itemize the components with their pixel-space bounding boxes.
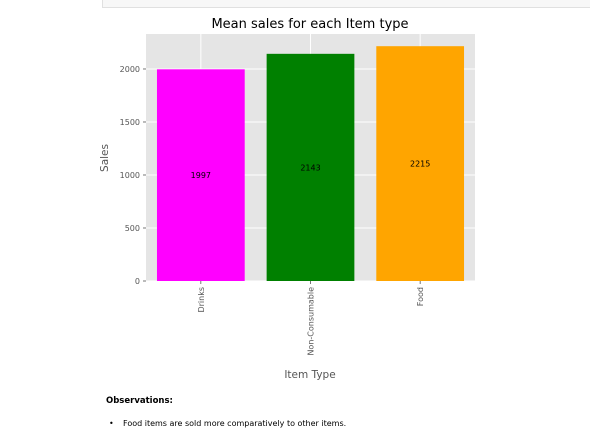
y-tick-label: 1000	[120, 171, 140, 180]
bullet-icon: •	[109, 419, 114, 428]
data-label: 1997	[191, 171, 211, 180]
data-label: 2143	[300, 163, 320, 172]
observation-item: • Food items are sold more comparatively…	[106, 419, 346, 428]
x-tick-label: Food	[416, 287, 425, 306]
bar-food	[376, 46, 465, 282]
y-tick-label: 1500	[120, 118, 140, 127]
y-tick-label: 0	[135, 277, 140, 286]
data-label: 2215	[410, 160, 430, 169]
x-tick-label: Drinks	[197, 287, 206, 313]
observation-text: Food items are sold more comparatively t…	[123, 419, 347, 428]
y-axis-label: Sales	[99, 144, 111, 172]
bar-drinks	[156, 69, 245, 281]
x-axis-label: Item Type	[284, 369, 335, 381]
x-tick-label: Non-Consumable	[307, 287, 316, 356]
observations-list: • Food items are sold more comparatively…	[106, 419, 346, 428]
x-axis-ticks: Drinks Non-Consumable Food	[197, 281, 425, 356]
y-tick-label: 500	[125, 224, 140, 233]
previous-cell-edge	[102, 0, 590, 8]
chart-title: Mean sales for each Item type	[211, 17, 408, 32]
observations-heading: Observations:	[106, 396, 173, 406]
data-labels: 1997 2143 2215	[191, 160, 431, 181]
bar-non-consumable	[266, 53, 355, 281]
y-axis-ticks: 0 500 1000 1500 2000	[120, 65, 146, 286]
bars	[156, 46, 465, 282]
y-tick-label: 2000	[120, 65, 140, 74]
bar-chart: 0 500 1000 1500 2000 Drinks Non-Consumable Foo…	[99, 17, 475, 381]
